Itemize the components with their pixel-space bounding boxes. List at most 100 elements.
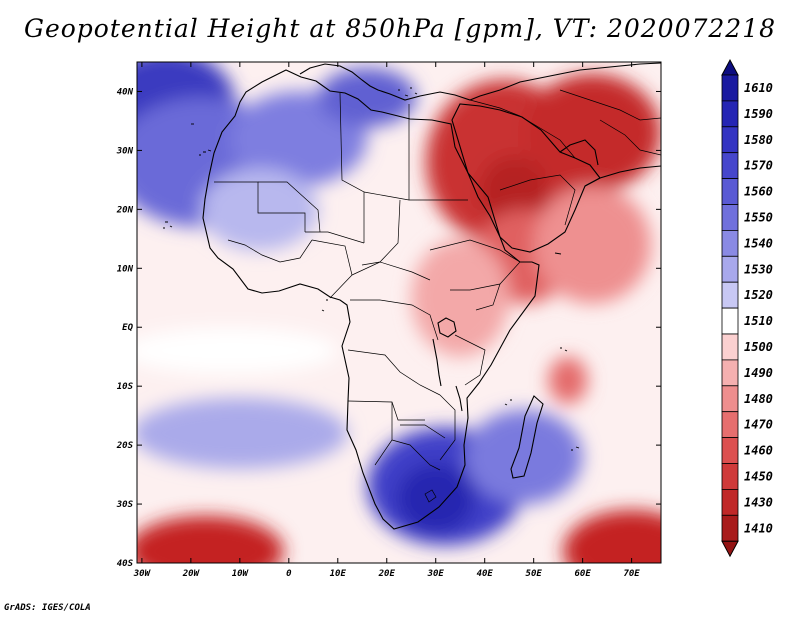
colorbar-label: 1450 [744, 469, 773, 483]
islands [163, 87, 580, 451]
lon-tick-label: 40E [477, 569, 494, 579]
border-botswana-sa [391, 439, 441, 471]
border-sudan [363, 191, 468, 201]
lat-tick-label: 30S [116, 500, 134, 510]
border-drc-south [347, 349, 441, 396]
socotra [554, 252, 562, 255]
lake-malawi [455, 385, 463, 412]
colorbar-label: 1510 [744, 314, 773, 328]
lake-victoria [437, 317, 457, 338]
field-east-africa-pink [411, 238, 510, 357]
colorbar-swatch [721, 204, 739, 231]
border-turkey-syria [469, 99, 521, 117]
lon-tick-label: 20W [182, 569, 201, 579]
colorbar-swatch [721, 229, 739, 257]
seychelles [560, 347, 568, 352]
comoros [504, 399, 512, 406]
colorbar-swatch [721, 463, 739, 490]
colorbar-swatch [721, 437, 739, 464]
colorbar-label: 1560 [744, 185, 773, 199]
colorbar-label: 1520 [744, 288, 773, 302]
colorbar-swatch [721, 74, 739, 102]
border-iraq-iran [519, 115, 576, 159]
border-zambia-zimbabwe [400, 424, 446, 439]
colorbar-swatch [721, 514, 739, 542]
border-central-asia [559, 89, 661, 121]
lat-tick-label: 10S [117, 382, 134, 392]
field-se-low [563, 509, 661, 563]
cape-verde [163, 221, 173, 229]
lat-tick-label: 10N [117, 264, 134, 274]
lon-tick-label: 10W [232, 569, 250, 579]
border-angola [347, 400, 425, 421]
border-saudi [499, 174, 576, 226]
colorbar: 1610 1590 1580 1570 1560 1550 1540 1530 1520 1510… [721, 58, 773, 558]
lon-tick-label: 30W [133, 569, 152, 579]
lon-tick-label: 60E [575, 569, 592, 579]
lon-tick-label: 20E [378, 569, 396, 579]
field-mediterranean [318, 67, 417, 127]
colorbar-label: 1490 [744, 366, 773, 380]
border-mozambique [439, 394, 456, 461]
border-mali [258, 181, 321, 233]
colorbar-label: 1500 [744, 340, 773, 354]
colorbar-label: 1470 [744, 418, 773, 432]
colorbar-swatch [721, 152, 739, 179]
field-sw-cutoff-low [137, 515, 284, 563]
colorbar-label: 1540 [744, 236, 773, 250]
field-arabia-core [479, 156, 549, 228]
colorbar-swatch [721, 126, 739, 154]
border-nigeria [311, 239, 353, 299]
colorbar-swatch [721, 281, 739, 309]
colorbar-swatch [721, 178, 739, 205]
lake-tanganyika [432, 338, 442, 387]
aegean-islands [398, 87, 418, 97]
lat-tick-label: EQ [122, 323, 133, 333]
lat-tick-label: 20S [116, 441, 134, 451]
iran-coastline [584, 165, 661, 187]
colorbar-label: 1460 [744, 444, 773, 458]
madagascar-coastline [510, 395, 544, 479]
lat-tick-label: 30N [116, 146, 134, 156]
colorbar-label: 1580 [744, 133, 773, 147]
colorbar-swatch [721, 359, 739, 387]
lon-tick-label: 50E [526, 569, 543, 579]
field-iran-low [523, 73, 661, 192]
lat-tick-label: 40S [117, 559, 134, 569]
europe-asia-coastline [299, 62, 661, 101]
colorbar-label: 1410 [744, 521, 773, 535]
field-southern-africa-core [396, 462, 475, 534]
border-chad-sudan [361, 199, 401, 266]
colorbar-label: 1430 [744, 495, 773, 509]
colorbar-swatch [721, 488, 739, 516]
colorbar-label: 1550 [744, 210, 773, 224]
sao-tome [321, 299, 328, 312]
lon-tick-label: 70E [623, 569, 640, 579]
height-field [137, 62, 661, 563]
colorbar-label: 1570 [744, 159, 773, 173]
canary-islands [199, 149, 212, 156]
colorbar-swatch [721, 385, 739, 413]
country-borders [214, 89, 661, 503]
field-south-atlantic-pale [137, 397, 348, 469]
border-west-africa [227, 239, 313, 263]
colorbar-label: 1530 [744, 262, 773, 276]
border-lesotho [424, 489, 437, 503]
border-niger-chad [305, 231, 365, 244]
colorbar-label: 1590 [744, 107, 773, 121]
border-congo [350, 299, 439, 341]
lat-tick-label: 40N [117, 87, 134, 97]
map-frame [136, 61, 662, 564]
africa-coastline [202, 69, 540, 530]
colorbar-label: 1480 [744, 392, 773, 406]
colorbar-swatch [721, 255, 739, 283]
field-west-sahara-pale [200, 168, 319, 251]
persian-gulf [559, 139, 599, 166]
colorbar-swatch [721, 411, 739, 439]
lon-tick-label: 10E [330, 569, 347, 579]
border-car [351, 261, 431, 281]
grads-credit: GrADS: IGES/COLA [4, 603, 91, 613]
border-sahara-west [214, 181, 306, 232]
field-indian-ocean-blue [465, 409, 583, 505]
